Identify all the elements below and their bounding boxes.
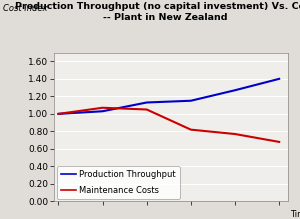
Text: Production Throughput (no capital investment) Vs. Cost
-- Plant in New Zealand: Production Throughput (no capital invest…: [15, 2, 300, 22]
Legend: Production Throughput, Maintenance Costs: Production Throughput, Maintenance Costs: [56, 166, 180, 199]
Text: Time: Time: [290, 210, 300, 219]
Text: Cost Index: Cost Index: [3, 4, 47, 13]
